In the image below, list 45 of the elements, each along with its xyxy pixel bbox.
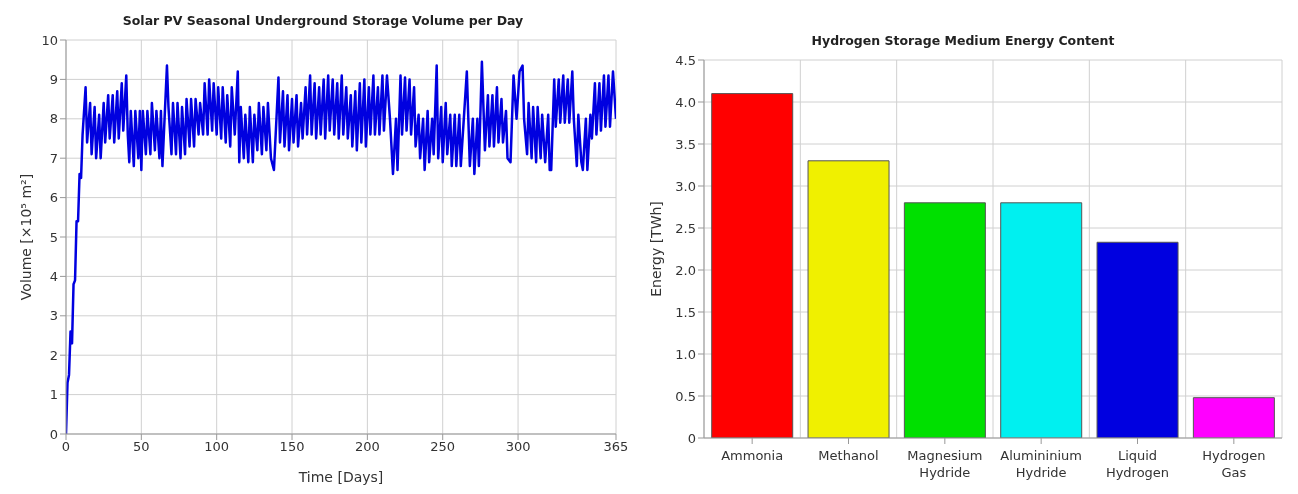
y-tick-label: 10	[41, 32, 58, 48]
x-tick-label: 100	[204, 439, 230, 455]
x-tick-label: 50	[133, 439, 150, 455]
x-tick-label: Magnesium Hydride	[907, 448, 983, 480]
bar	[1192, 397, 1275, 438]
x-tick-label: 250	[430, 439, 456, 455]
y-tick-label: 2	[49, 347, 58, 363]
y-tick-label: 4.5	[675, 52, 696, 68]
y-tick-label: 7	[49, 150, 58, 166]
x-tick-label: 300	[505, 439, 531, 455]
y-tick-label: 6	[49, 190, 58, 206]
chart-title: Solar PV Seasonal Underground Storage Volume per Day	[121, 12, 525, 30]
x-axis-title: Time [Days]	[297, 469, 384, 485]
y-tick-label: 1.0	[675, 346, 696, 362]
x-tick-label: Methanol	[818, 448, 879, 463]
bar	[1096, 241, 1179, 438]
y-tick-label: 2.5	[675, 220, 696, 236]
x-tick-label: Alumininium Hydride	[1000, 448, 1082, 480]
x-tick-label: 0	[61, 439, 71, 455]
y-tick-label: 3.5	[675, 136, 696, 152]
chart-title: Hydrogen Storage Medium Energy Content	[810, 32, 1116, 50]
y-tick-label: 0	[49, 426, 58, 442]
y-tick-label: 0.5	[675, 388, 696, 404]
y-tick-label: 9	[49, 72, 58, 88]
x-tick-label: Ammonia	[721, 448, 784, 463]
bar	[903, 202, 986, 438]
y-tick-label: 1.5	[675, 304, 696, 320]
y-tick-label: 2.0	[675, 262, 696, 278]
bar	[711, 93, 794, 438]
y-tick-label: 8	[49, 111, 58, 127]
x-tick-label: Liquid Hydrogen	[1105, 448, 1170, 480]
x-tick-label: Hydrogen Gas	[1202, 448, 1266, 480]
x-tick-label: 200	[354, 439, 380, 455]
x-tick-label: 365	[603, 439, 629, 455]
y-tick-label: 3.0	[675, 178, 696, 194]
y-tick-label: 3	[49, 308, 58, 324]
y-axis-title: Energy [TWh]	[647, 201, 664, 297]
y-tick-label: 1	[49, 387, 58, 403]
bar	[807, 160, 890, 438]
y-tick-label: 5	[49, 229, 58, 245]
y-axis-title: Volume [×10⁵ m²]	[17, 173, 34, 301]
bar	[1000, 202, 1083, 438]
y-tick-label: 4.0	[675, 94, 696, 110]
y-tick-label: 4	[49, 269, 58, 285]
x-tick-label: 150	[279, 439, 305, 455]
